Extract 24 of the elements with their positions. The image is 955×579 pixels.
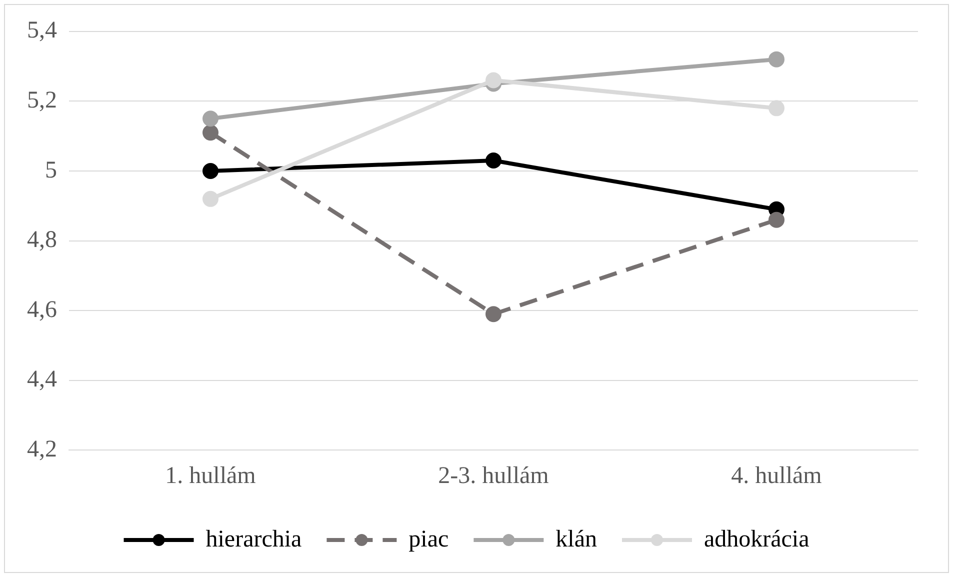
legend-label: piac — [408, 526, 449, 552]
y-tick-label: 4,2 — [27, 436, 57, 462]
legend-label: klán — [556, 526, 597, 552]
y-tick-label: 4,4 — [27, 366, 57, 393]
point — [768, 212, 784, 228]
x-tick-label: 1. hullám — [165, 462, 256, 489]
y-tick-label: 4,8 — [27, 227, 57, 254]
point — [486, 306, 502, 322]
y-tick-label: 5,4 — [27, 18, 57, 44]
point — [768, 100, 784, 116]
x-tick-label: 4. hullám — [731, 462, 822, 489]
point — [202, 190, 218, 207]
point — [486, 72, 502, 88]
y-tick-label: 5,2 — [27, 87, 57, 114]
point — [486, 152, 502, 169]
point — [768, 51, 784, 68]
x-tick-label: 2-3. hullám — [438, 462, 550, 489]
y-tick-label: 5 — [45, 157, 57, 184]
point — [202, 163, 218, 179]
y-tick-label: 4,6 — [27, 296, 57, 323]
point — [202, 110, 218, 127]
legend-label: hierarchia — [206, 526, 302, 552]
point — [202, 124, 218, 141]
legend-label: adhokrácia — [704, 526, 810, 552]
